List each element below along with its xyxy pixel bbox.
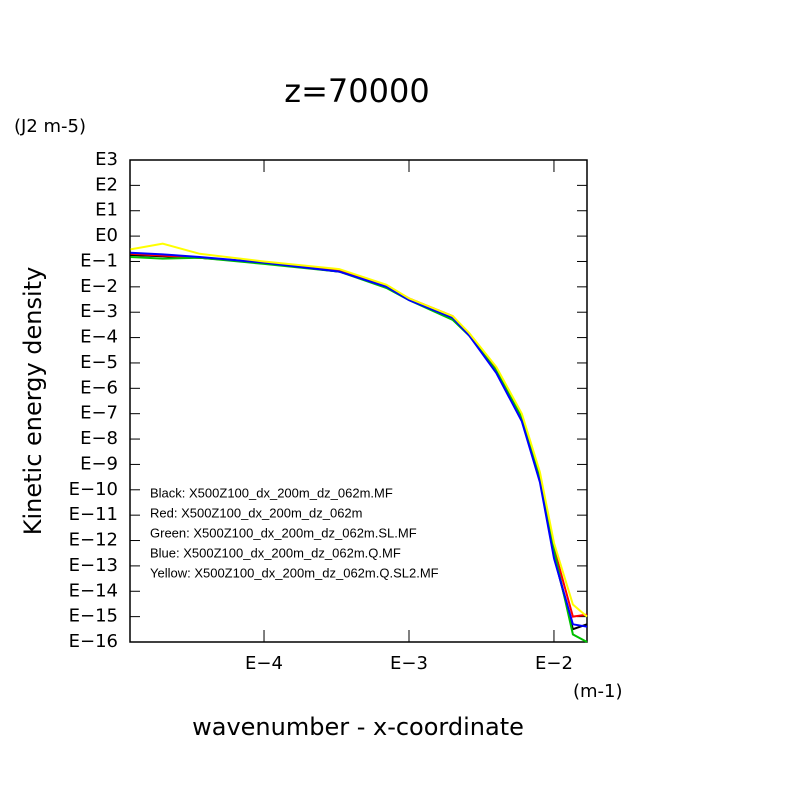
y-tick-label: E−12 (69, 530, 118, 551)
chart-title: z=70000 (284, 72, 429, 110)
legend-entry: Blue: X500Z100_dx_200m_dz_062m.Q.MF (150, 545, 401, 560)
y-tick-label: E−10 (69, 479, 118, 500)
y-tick-label: E−1 (80, 250, 118, 271)
y-tick-label: E−11 (69, 504, 118, 525)
x-unit: (m-1) (573, 681, 623, 702)
y-tick-label: E−15 (69, 606, 118, 627)
series-line (130, 256, 588, 643)
y-axis-label: Kinetic energy density (19, 267, 47, 536)
plot-frame (129, 159, 588, 643)
y-unit: (J2 m-5) (14, 116, 86, 137)
legend-entry: Red: X500Z100_dx_200m_dz_062m (150, 505, 362, 520)
series-line (130, 242, 588, 618)
y-tick-label: E−8 (80, 428, 118, 449)
y-tick-label: E−7 (80, 403, 118, 424)
y-tick-label: E−5 (80, 352, 118, 373)
x-axis-label: wavenumber - x-coordinate (192, 713, 524, 741)
x-tick-label: E−3 (390, 653, 428, 674)
y-tick-label: E2 (95, 174, 118, 195)
legend-entry: Yellow: X500Z100_dx_200m_dz_062m.Q.SL2.M… (150, 565, 439, 580)
x-tick-label: E−2 (535, 653, 573, 674)
y-tick-label: E−9 (80, 453, 118, 474)
y-tick-label: E0 (95, 225, 118, 246)
y-tick-label: E−13 (69, 555, 118, 576)
x-tick-label: E−4 (245, 653, 283, 674)
y-tick-label: E−2 (80, 276, 118, 297)
y-tick-label: E−16 (69, 631, 118, 652)
legend-entry: Black: X500Z100_dx_200m_dz_062m.MF (150, 485, 393, 500)
y-tick-label: E1 (95, 200, 118, 221)
series-line (130, 251, 588, 628)
y-tick-label: E3 (95, 149, 118, 170)
series-line (130, 252, 588, 618)
legend-entry: Green: X500Z100_dx_200m_dz_062m.SL.MF (150, 525, 417, 540)
y-tick-label: E−3 (80, 301, 118, 322)
y-tick-label: E−14 (69, 580, 118, 601)
y-tick-label: E−6 (80, 377, 118, 398)
y-tick-label: E−4 (80, 327, 118, 348)
